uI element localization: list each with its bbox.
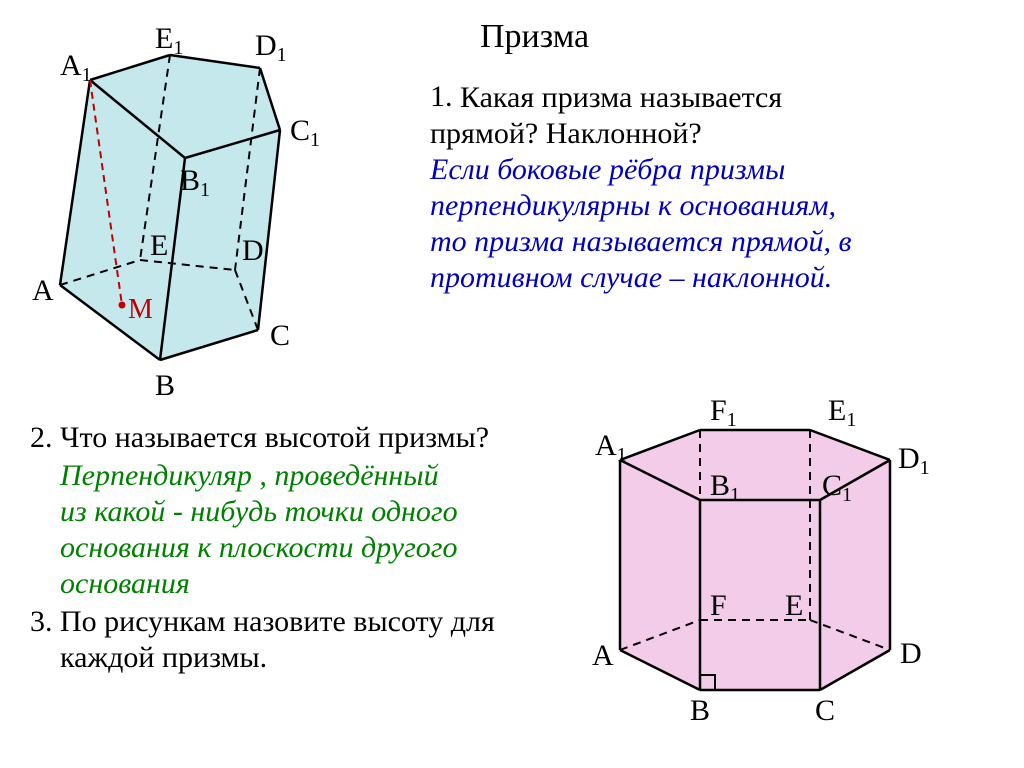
label2-B: B — [690, 694, 710, 727]
label2-A: A — [592, 639, 614, 672]
label2-C: C — [815, 694, 835, 727]
label-D1: D1 — [255, 29, 287, 66]
a1-line4: противном случае – наклонной. — [430, 260, 832, 296]
label2-E: E — [785, 589, 803, 622]
a2-line3: основания к плоскости другого — [60, 530, 458, 566]
point-M — [119, 302, 126, 309]
a2-line1: Перпендикуляр , проведённый — [60, 458, 439, 494]
label2-F: F — [710, 589, 727, 622]
q3-line1: 3. По рисункам назовите высоту для — [30, 604, 495, 640]
prism2-svg: A1 F1 E1 D1 C1 B1 A F E D C B — [560, 360, 1000, 760]
a2-line2: из какой - нибудь точки одного — [60, 494, 458, 530]
a2-line4: основания — [60, 566, 190, 602]
label-M: M — [128, 294, 153, 325]
a1-line2: перпендикулярны к основаниям, — [430, 188, 836, 224]
a1-line3: то призма называется прямой, в — [430, 224, 852, 260]
q2-line1: 2. Что называется высотой призмы? — [30, 420, 489, 456]
q3-line2: каждой призмы. — [60, 640, 267, 676]
q1-number: 1. — [430, 80, 453, 114]
prism1-svg: A1 E1 D1 C1 B1 A E D C B M — [30, 0, 430, 420]
q1-line2: прямой? Наклонной? — [430, 116, 702, 152]
page-title: Призма — [480, 18, 589, 56]
label2-A1: A1 — [595, 429, 627, 466]
label-C: C — [270, 319, 290, 352]
q1-line1: Какая призма называется — [460, 80, 782, 116]
label-E: E — [150, 229, 168, 262]
a1-line1: Если боковые рёбра призмы — [430, 152, 785, 188]
label2-F1: F1 — [710, 394, 737, 431]
label2-E1: E1 — [828, 394, 856, 431]
label-B: B — [155, 369, 175, 402]
label-C1-top: C1 — [290, 114, 320, 151]
label2-D1: D1 — [898, 442, 930, 479]
prism2-diagram: A1 F1 E1 D1 C1 B1 A F E D C B — [560, 360, 1000, 765]
label-E1: E1 — [155, 22, 183, 59]
label-A1: A1 — [60, 49, 92, 86]
label-A: A — [32, 274, 54, 307]
label2-D: D — [900, 637, 922, 670]
slide: Призма 1. Какая призма называется прямой… — [0, 0, 1024, 768]
prism1-diagram: A1 E1 D1 C1 B1 A E D C B M — [30, 0, 430, 425]
label-D: D — [242, 234, 264, 267]
